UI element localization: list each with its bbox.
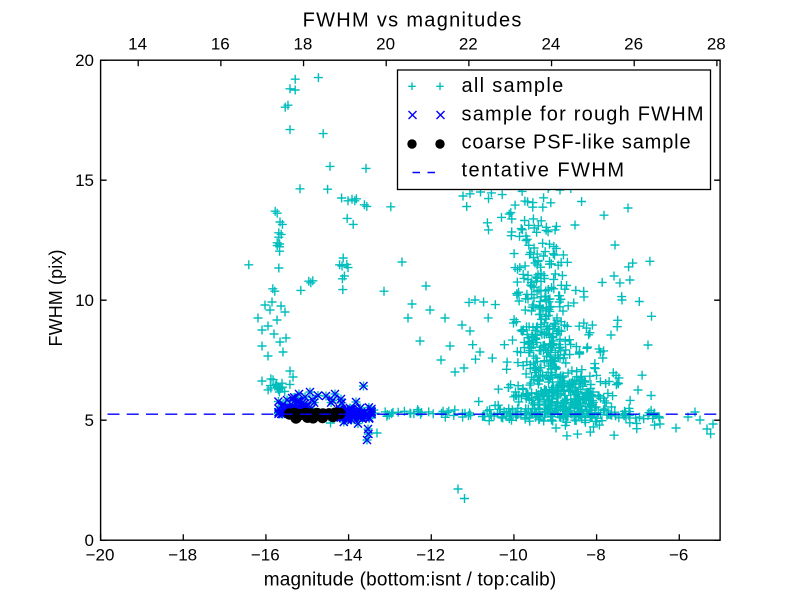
svg-text:−20: −20 <box>86 546 115 565</box>
svg-text:10: 10 <box>75 291 94 310</box>
svg-text:tentative FWHM: tentative FWHM <box>462 159 625 181</box>
svg-text:all sample: all sample <box>462 75 564 97</box>
svg-text:22: 22 <box>459 35 478 54</box>
svg-text:5: 5 <box>85 411 94 430</box>
svg-text:sample for rough FWHM: sample for rough FWHM <box>462 104 704 126</box>
svg-text:−10: −10 <box>499 546 528 565</box>
svg-text:15: 15 <box>75 171 94 190</box>
svg-text:magnitude (bottom:isnt / top:c: magnitude (bottom:isnt / top:calib) <box>264 570 557 591</box>
svg-text:−8: −8 <box>586 546 605 565</box>
svg-text:−14: −14 <box>334 546 363 565</box>
svg-text:28: 28 <box>707 35 726 54</box>
svg-text:FWHM (pix): FWHM (pix) <box>46 250 66 347</box>
svg-text:coarse PSF-like sample: coarse PSF-like sample <box>462 131 691 153</box>
svg-text:−16: −16 <box>251 546 280 565</box>
svg-text:26: 26 <box>624 35 643 54</box>
svg-text:−6: −6 <box>669 546 688 565</box>
svg-text:20: 20 <box>376 35 395 54</box>
svg-text:0: 0 <box>85 531 94 550</box>
svg-text:18: 18 <box>293 35 312 54</box>
svg-text:FWHM vs magnitudes: FWHM vs magnitudes <box>303 10 522 32</box>
svg-text:14: 14 <box>128 35 147 54</box>
svg-text:16: 16 <box>211 35 230 54</box>
svg-text:−12: −12 <box>416 546 445 565</box>
svg-text:−18: −18 <box>168 546 197 565</box>
svg-text:20: 20 <box>75 51 94 70</box>
svg-text:24: 24 <box>541 35 560 54</box>
